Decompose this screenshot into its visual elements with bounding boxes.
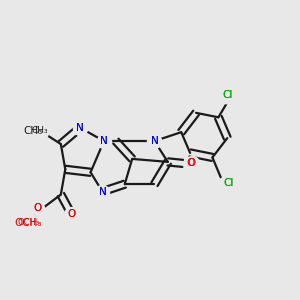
- Text: N: N: [100, 136, 108, 146]
- Text: O: O: [33, 203, 41, 213]
- Text: N: N: [100, 136, 108, 146]
- Text: OCH₃: OCH₃: [14, 218, 42, 228]
- Text: N: N: [99, 187, 106, 196]
- Text: N: N: [76, 123, 84, 133]
- Text: N: N: [76, 123, 84, 133]
- Text: O: O: [33, 203, 41, 213]
- Text: O: O: [67, 209, 75, 219]
- Text: O: O: [67, 209, 75, 219]
- Text: O: O: [186, 158, 194, 168]
- Text: N: N: [151, 136, 158, 146]
- Text: CH₃: CH₃: [32, 126, 48, 135]
- Text: Cl: Cl: [223, 178, 233, 188]
- Text: Cl: Cl: [223, 178, 233, 188]
- Text: CH₃: CH₃: [23, 126, 42, 136]
- Text: OCH₃: OCH₃: [17, 218, 39, 227]
- Text: N: N: [99, 187, 106, 196]
- Text: N: N: [151, 136, 158, 146]
- Text: Cl: Cl: [222, 90, 232, 100]
- Text: O: O: [188, 158, 196, 168]
- Text: Cl: Cl: [222, 90, 232, 100]
